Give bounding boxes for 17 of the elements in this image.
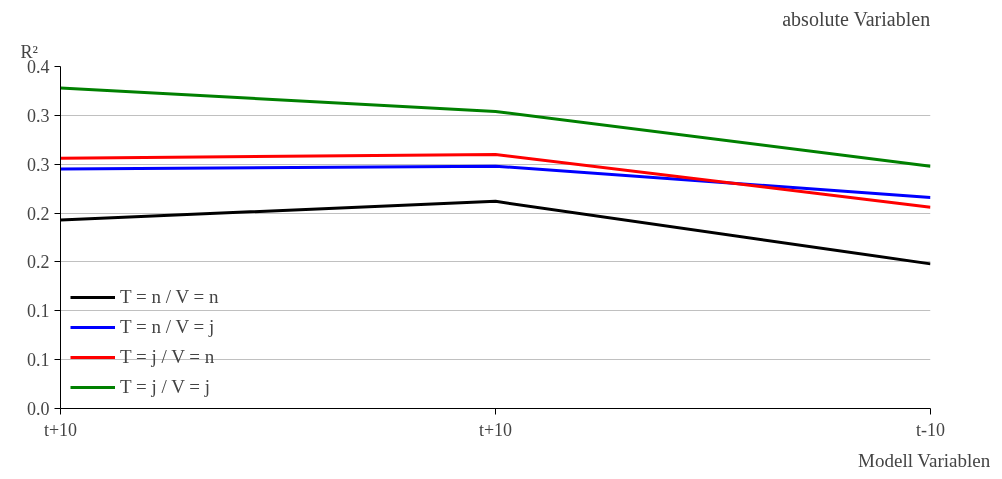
- y-tick-label: 0.0: [27, 399, 50, 419]
- legend-label: T = n / V = j: [120, 316, 215, 338]
- y-tick-label: 0.1: [27, 301, 50, 322]
- legend-label: T = j / V = n: [120, 346, 215, 368]
- legend-label: T = n / V = n: [120, 286, 219, 308]
- x-axis-title: Modell Variablen: [858, 449, 991, 471]
- x-tick-label: t+10: [43, 419, 78, 440]
- y-tick-label: 0.3: [27, 105, 50, 126]
- y-tick-label: 0.3: [27, 154, 50, 175]
- y-tick-label: 0.4: [27, 57, 50, 77]
- legend-label: T = j / V = j: [120, 376, 211, 398]
- y-tick-label: 0.1: [27, 350, 50, 371]
- chart-title: absolute Variablen: [782, 7, 931, 30]
- x-tick-label: t+10: [478, 419, 513, 440]
- x-tick-label: t-10: [916, 419, 945, 440]
- y-tick-label: 0.2: [27, 203, 50, 224]
- y-tick-label: 0.2: [27, 252, 50, 273]
